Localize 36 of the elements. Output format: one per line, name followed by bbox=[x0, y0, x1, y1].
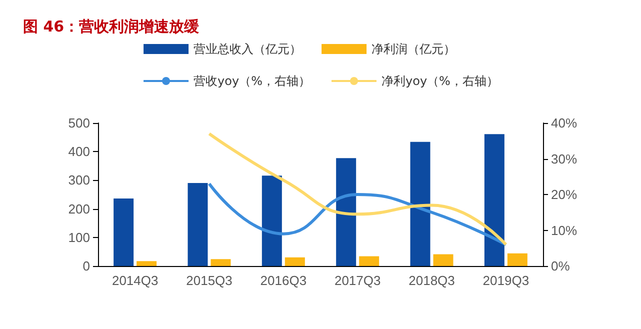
y-tick-label: 0 bbox=[82, 258, 90, 274]
y2-tick-label: 20% bbox=[551, 187, 578, 202]
legend-label: 营收yoy（%，右轴） bbox=[194, 74, 311, 88]
chart-title: 图 46：营收利润增速放缓 bbox=[23, 18, 200, 36]
bar bbox=[114, 198, 134, 266]
x-tick-label: 2019Q3 bbox=[482, 273, 530, 288]
bar bbox=[336, 158, 356, 266]
y-tick-label: 500 bbox=[68, 116, 90, 130]
bar bbox=[188, 183, 208, 266]
x-tick-label: 2014Q3 bbox=[112, 273, 158, 288]
y-tick-label: 300 bbox=[68, 172, 90, 188]
y2-tick-label: 40% bbox=[551, 116, 578, 130]
bar bbox=[262, 176, 282, 266]
y2-tick-label: 30% bbox=[551, 151, 578, 166]
y-tick-label: 200 bbox=[68, 201, 90, 216]
x-tick-label: 2015Q3 bbox=[186, 273, 232, 288]
bar bbox=[410, 142, 430, 266]
bar bbox=[210, 259, 231, 266]
y2-tick-label: 0% bbox=[551, 258, 570, 274]
y-tick-label: 100 bbox=[68, 230, 90, 245]
bar bbox=[359, 256, 380, 266]
x-tick-label: 2016Q3 bbox=[260, 273, 307, 288]
bar bbox=[484, 134, 504, 266]
bar bbox=[507, 253, 528, 266]
bar bbox=[433, 254, 454, 266]
legend-label: 净利润（亿元） bbox=[372, 42, 456, 56]
x-tick-label: 2017Q3 bbox=[334, 273, 381, 288]
line-series bbox=[208, 132, 508, 246]
bar bbox=[284, 257, 305, 266]
y-tick-label: 400 bbox=[68, 144, 90, 160]
legend-label: 净利yoy（%，右轴） bbox=[382, 74, 498, 88]
legend-label: 营业总收入（亿元） bbox=[194, 42, 302, 56]
line-series bbox=[208, 182, 508, 246]
x-tick-label: 2018Q3 bbox=[408, 273, 455, 288]
bar bbox=[136, 261, 157, 266]
y2-tick-label: 10% bbox=[551, 222, 578, 238]
